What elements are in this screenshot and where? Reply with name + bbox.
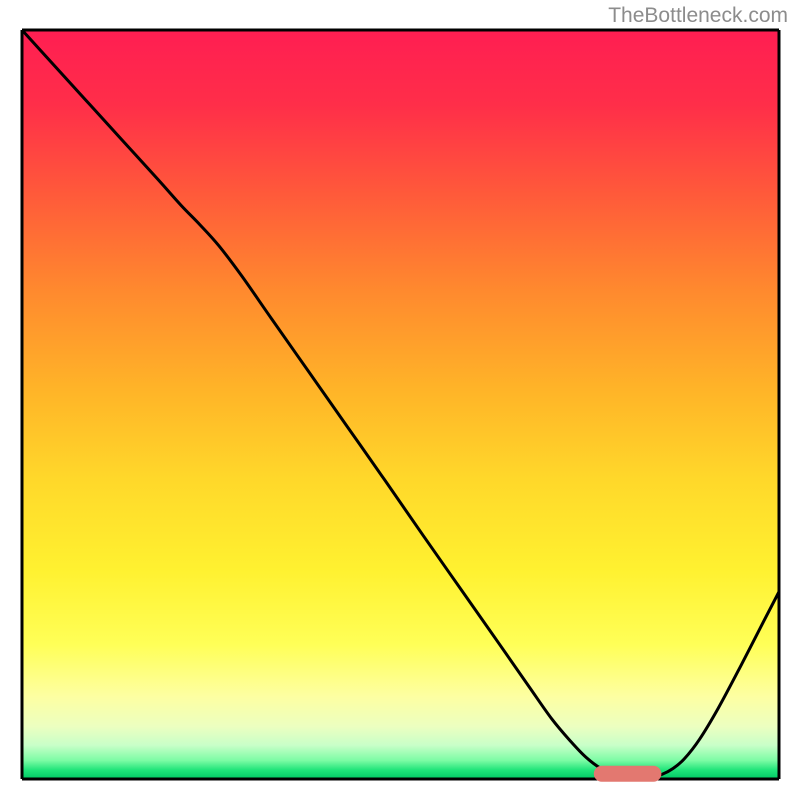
watermark-text: TheBottleneck.com [608,4,788,28]
optimal-marker [594,766,661,781]
bottleneck-chart [0,0,800,800]
plot-background [22,30,779,779]
chart-container: { "watermark": "TheBottleneck.com", "cha… [0,0,800,800]
